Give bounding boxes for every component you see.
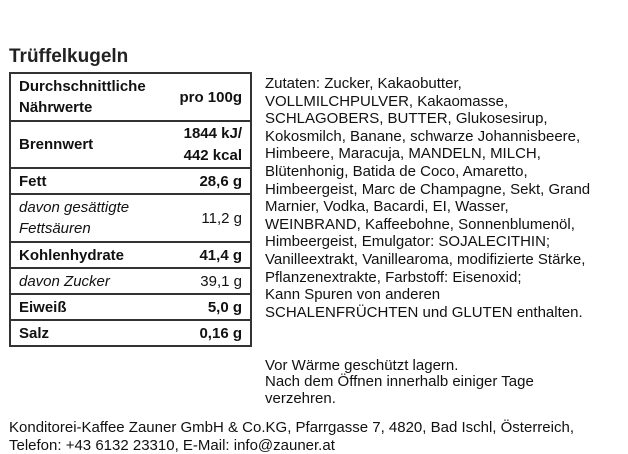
nutrient-label: Fett — [10, 167, 154, 194]
product-title: Trüffelkugeln — [9, 46, 129, 67]
nutrient-value: 41,4 g — [154, 241, 251, 268]
nutrient-label: davon gesättigte Fettsäuren — [10, 193, 154, 242]
nutrition-row: davon gesättigte Fettsäuren 11,2 g — [10, 193, 251, 242]
nutrient-label: Kohlenhydrate — [10, 241, 154, 268]
nutrient-label: Salz — [10, 319, 154, 346]
nutrient-value: 1844 kJ/ 442 kcal — [154, 120, 251, 168]
nutrition-row: Fett 28,6 g — [10, 167, 251, 194]
nutrition-row: Eiweiß 5,0 g — [10, 293, 251, 320]
nutrient-label: davon Zucker — [10, 267, 154, 294]
storage-instructions: Vor Wärme geschützt lagern. Nach dem Öff… — [265, 357, 534, 407]
nutrition-row: davon Zucker 39,1 g — [10, 267, 251, 294]
nutrient-label: Eiweiß — [10, 293, 154, 320]
ingredients-text: Zutaten: Zucker, Kakaobutter, VOLLMILCHP… — [265, 75, 591, 321]
nutrient-value: 39,1 g — [154, 267, 251, 294]
nutrient-value: 0,16 g — [154, 319, 251, 346]
nutrition-table: Durchschnittliche Nährwerte pro 100g Bre… — [9, 72, 252, 347]
company-footer: Konditorei-Kaffee Zauner GmbH & Co.KG, P… — [9, 419, 574, 454]
nutrition-row: Kohlenhydrate 41,4 g — [10, 241, 251, 268]
nutrient-value: 28,6 g — [154, 167, 251, 194]
nutrition-header-label: Durchschnittliche Nährwerte — [19, 78, 146, 116]
nutrient-label: Brennwert — [10, 120, 154, 168]
nutrition-header-row: Durchschnittliche Nährwerte pro 100g — [10, 73, 251, 121]
nutrition-row: Salz 0,16 g — [10, 319, 251, 346]
nutrient-value: 5,0 g — [154, 293, 251, 320]
nutrition-header-value: pro 100g — [179, 88, 242, 106]
nutrition-row: Brennwert 1844 kJ/ 442 kcal — [10, 120, 251, 168]
nutrient-value: 11,2 g — [154, 193, 251, 242]
